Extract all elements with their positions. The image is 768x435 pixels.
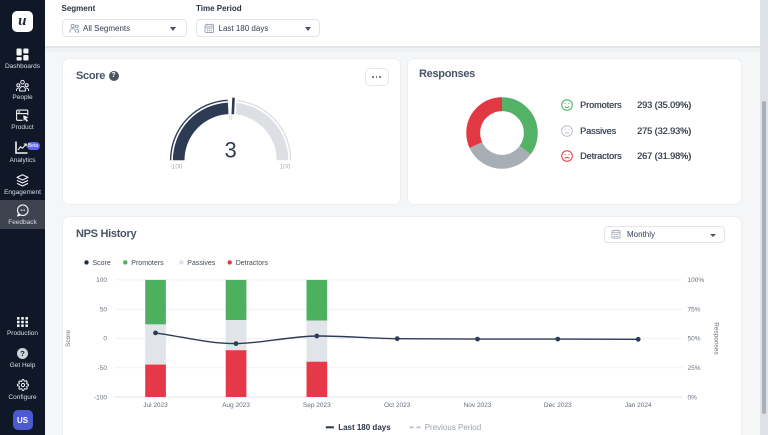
svg-text:-50: -50 xyxy=(98,365,108,372)
svg-text:Jul 2023: Jul 2023 xyxy=(143,401,168,408)
svg-text:Responses: Responses xyxy=(713,322,720,355)
svg-text:Last 180 days: Last 180 days xyxy=(338,423,391,432)
svg-text:Aug 2023: Aug 2023 xyxy=(222,401,250,408)
svg-text:100%: 100% xyxy=(688,277,705,284)
svg-text:75%: 75% xyxy=(688,306,701,313)
svg-text:0%: 0% xyxy=(688,394,698,401)
svg-text:Sep 2023: Sep 2023 xyxy=(303,401,331,408)
svg-text:Dec 2023: Dec 2023 xyxy=(544,401,572,408)
svg-text:0: 0 xyxy=(103,335,107,342)
svg-text:Oct 2023: Oct 2023 xyxy=(384,401,411,408)
svg-text:Score: Score xyxy=(93,260,111,267)
svg-text:Jan 2024: Jan 2024 xyxy=(625,401,652,408)
svg-text:25%: 25% xyxy=(688,365,701,372)
svg-text:Nov 2023: Nov 2023 xyxy=(464,401,492,408)
svg-text:Detractors: Detractors xyxy=(236,260,269,267)
svg-text:Score: Score xyxy=(65,329,72,346)
svg-text:50: 50 xyxy=(100,306,108,313)
svg-text:Promoters: Promoters xyxy=(131,260,164,267)
svg-text:100: 100 xyxy=(96,277,107,284)
svg-text:-100: -100 xyxy=(169,164,182,171)
svg-text:100: 100 xyxy=(280,164,291,171)
svg-text:3: 3 xyxy=(224,138,236,163)
svg-text:Previous Period: Previous Period xyxy=(425,423,481,432)
svg-text:-100: -100 xyxy=(94,394,107,401)
svg-text:Passives: Passives xyxy=(187,260,216,267)
svg-text:0: 0 xyxy=(229,115,233,122)
svg-text:50%: 50% xyxy=(688,335,701,342)
